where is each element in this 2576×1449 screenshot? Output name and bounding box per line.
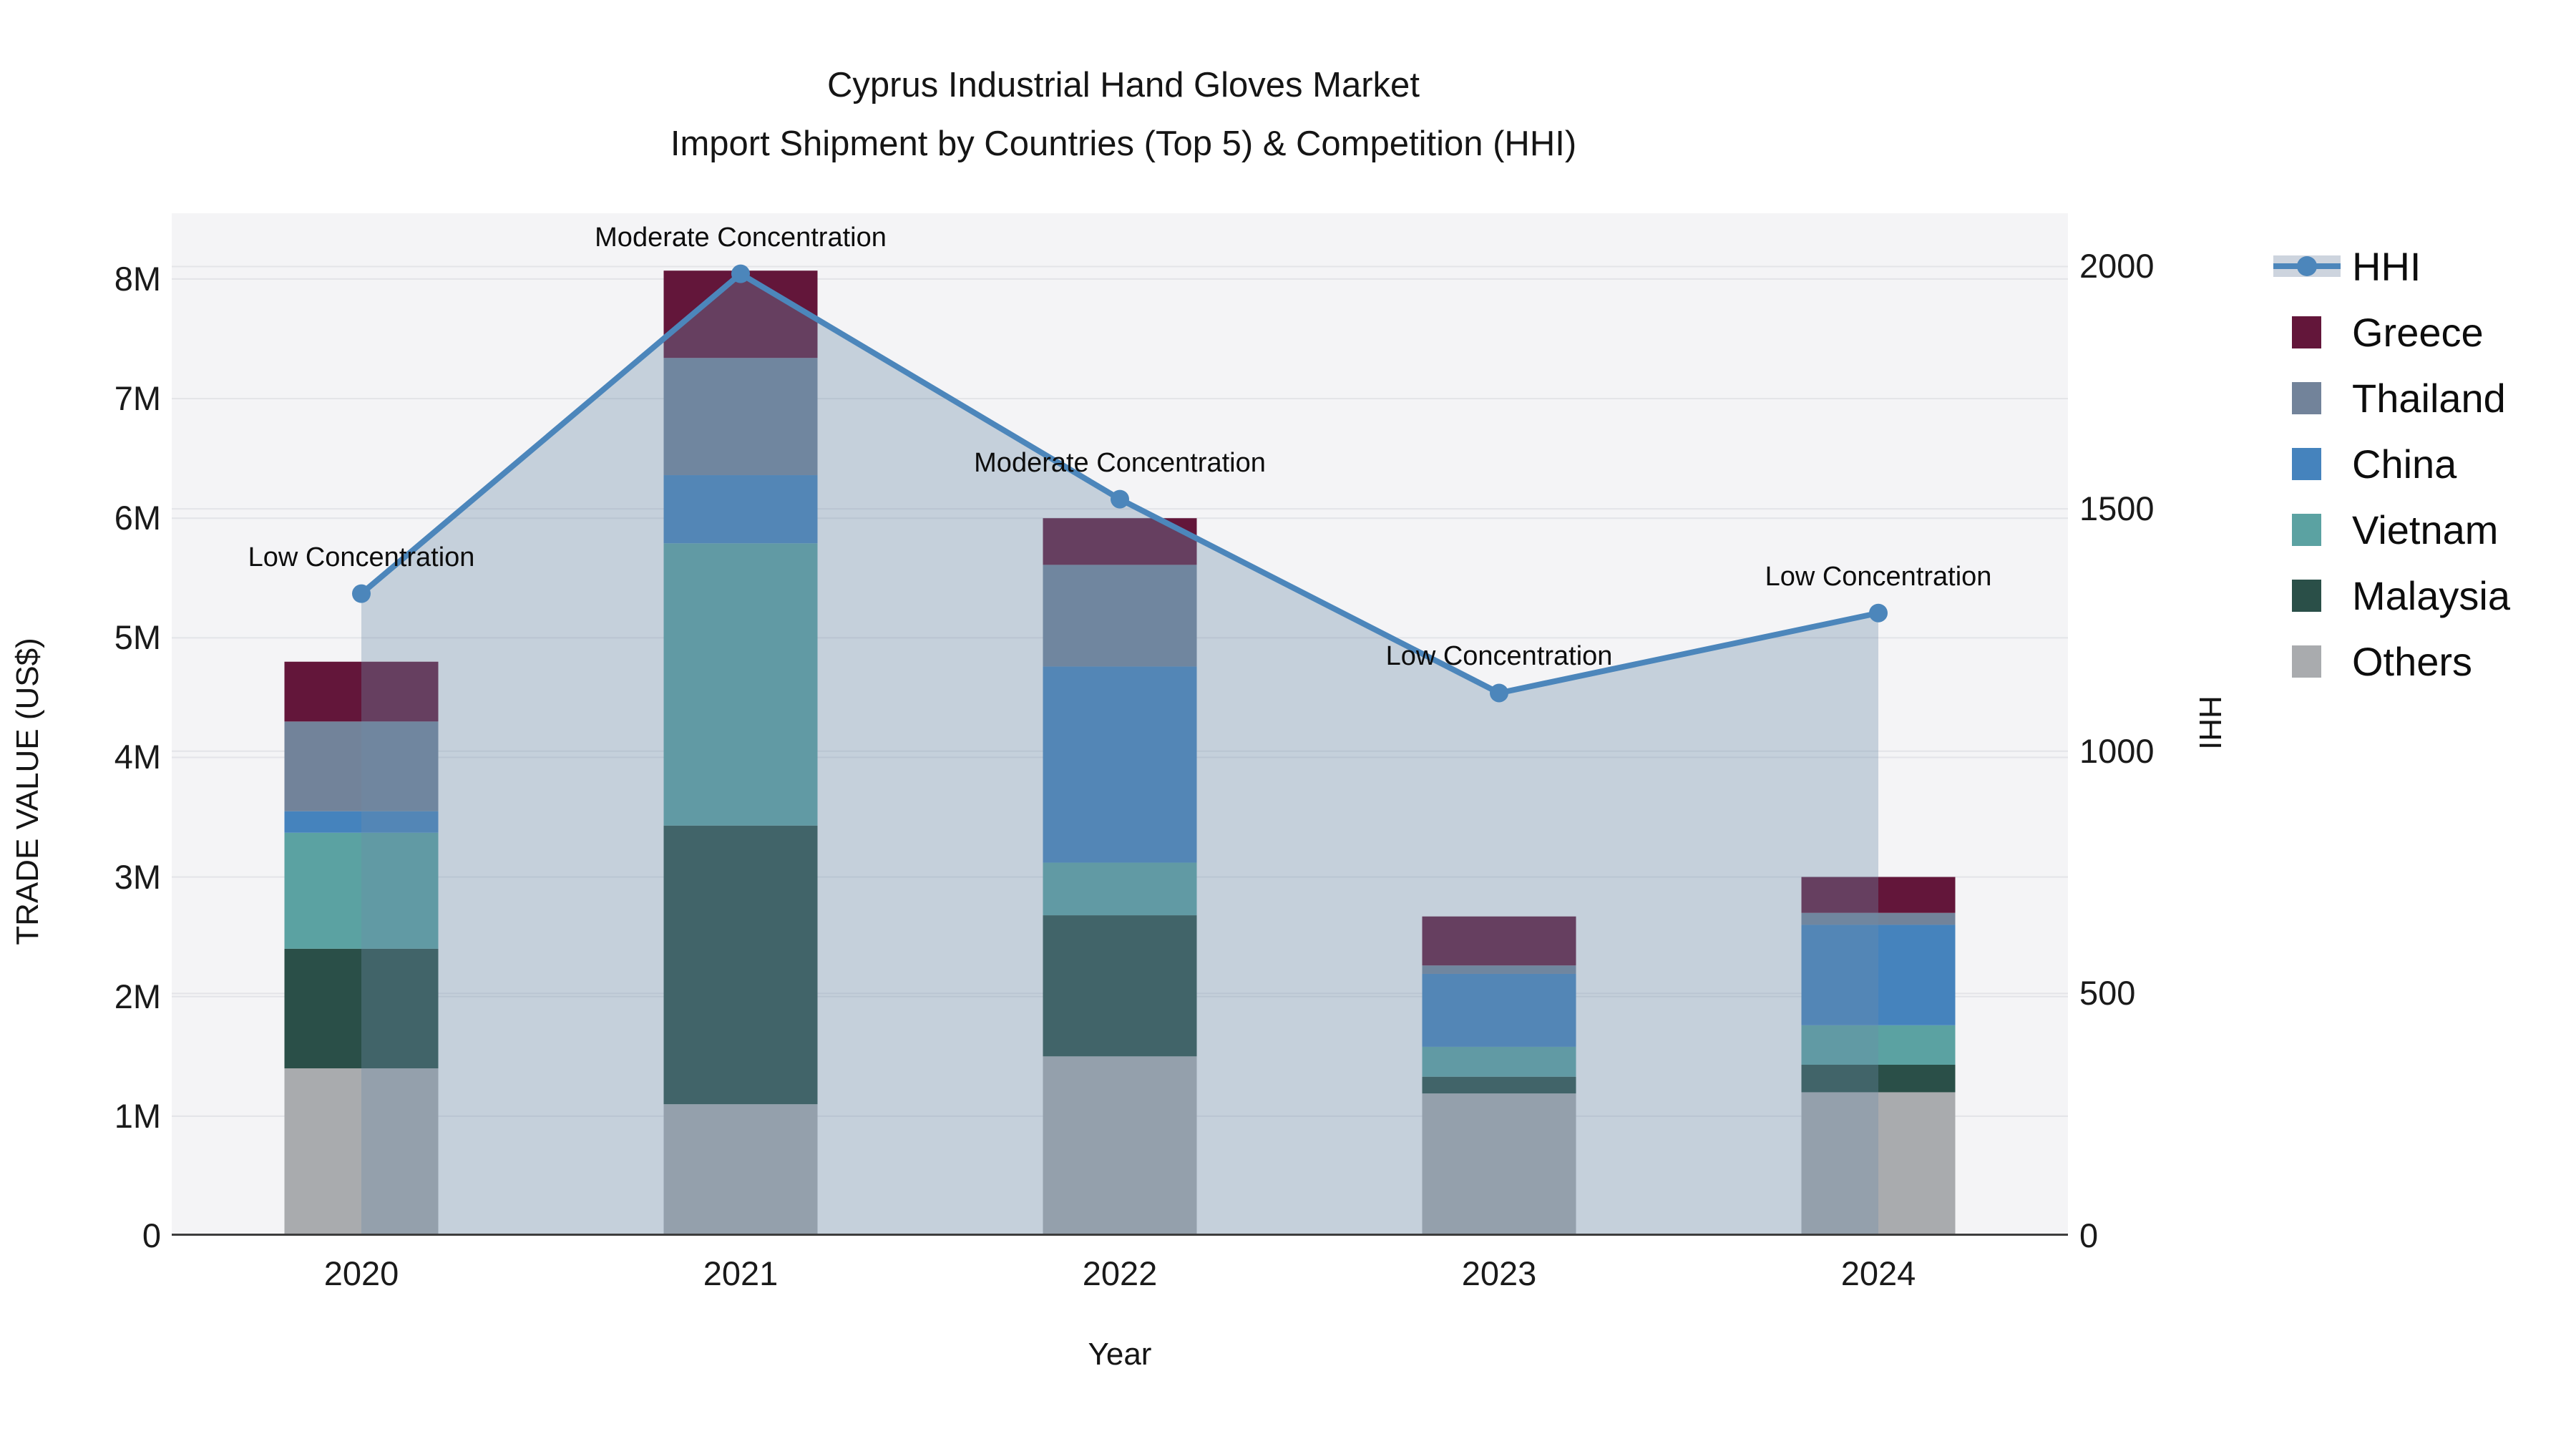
chart-title: Cyprus Industrial Hand Gloves Market Imp… xyxy=(175,56,2072,173)
annotation-2022: Moderate Concentration xyxy=(974,447,1266,478)
x-tick-2020: 2020 xyxy=(323,1254,399,1292)
hhi-marker-2020 xyxy=(352,584,371,603)
bar-segment-others-2023 xyxy=(1422,1093,1576,1236)
plot-area xyxy=(172,213,2068,1236)
hhi-marker-2023 xyxy=(1490,683,1508,703)
bar-segment-vietnam-2021 xyxy=(663,543,818,826)
bar-segment-vietnam-2023 xyxy=(1422,1046,1576,1077)
bar-segment-malaysia-2023 xyxy=(1422,1076,1576,1094)
annotation-2024: Low Concentration xyxy=(1765,561,1992,592)
bar-segment-vietnam-2022 xyxy=(1043,862,1197,916)
left-tick-8M: 8M xyxy=(114,259,161,298)
left-tick-1M: 1M xyxy=(114,1096,161,1135)
legend-swatch-others xyxy=(2292,645,2321,678)
left-tick-2M: 2M xyxy=(114,977,161,1015)
bar-segment-malaysia-2022 xyxy=(1043,915,1197,1057)
bar-segment-vietnam-2020 xyxy=(284,832,439,949)
left-tick-6M: 6M xyxy=(114,499,161,537)
right-tick-500: 500 xyxy=(2079,974,2136,1013)
bar-segment-greece-2023 xyxy=(1422,916,1576,966)
left-tick-4M: 4M xyxy=(114,738,161,776)
bar-segment-thailand-2020 xyxy=(284,721,439,811)
hhi-area-fill xyxy=(361,273,1878,1236)
bar-segment-china-2023 xyxy=(1422,973,1576,1047)
bar-segment-greece-2020 xyxy=(284,661,439,722)
legend-label-malaysia: Malaysia xyxy=(2352,572,2510,618)
bar-segment-china-2024 xyxy=(1801,924,1956,1025)
legend-label-thailand: Thailand xyxy=(2352,375,2506,421)
bar-segment-china-2022 xyxy=(1043,666,1197,863)
legend-label-hhi: HHI xyxy=(2352,243,2421,289)
bar-segment-others-2021 xyxy=(663,1104,818,1236)
right-tick-1500: 1500 xyxy=(2079,489,2155,528)
left-tick-7M: 7M xyxy=(114,379,161,418)
bar-segment-others-2022 xyxy=(1043,1056,1197,1236)
legend-label-others: Others xyxy=(2352,638,2473,684)
gridline-left xyxy=(172,398,2068,400)
x-tick-2024: 2024 xyxy=(1840,1254,1916,1292)
bar-segment-thailand-2022 xyxy=(1043,565,1197,667)
legend-label-china: China xyxy=(2352,441,2457,487)
legend-swatch-greece xyxy=(2292,316,2321,348)
left-tick-0: 0 xyxy=(142,1216,161,1254)
bar-segment-others-2020 xyxy=(284,1068,439,1236)
bar-segment-vietnam-2024 xyxy=(1801,1025,1956,1065)
legend-swatch-thailand xyxy=(2292,382,2321,414)
bar-segment-thailand-2021 xyxy=(663,358,818,476)
bar-segment-malaysia-2024 xyxy=(1801,1064,1956,1093)
bar-segment-china-2020 xyxy=(284,811,439,833)
hhi-marker-2021 xyxy=(731,264,750,283)
annotation-2020: Low Concentration xyxy=(248,542,475,572)
legend-hhi-marker-icon xyxy=(2297,256,2317,276)
hhi-marker-2024 xyxy=(1869,603,1888,623)
hhi-marker-2022 xyxy=(1111,489,1129,509)
annotation-2023: Low Concentration xyxy=(1385,641,1613,672)
right-tick-0: 0 xyxy=(2079,1216,2099,1254)
bar-segment-thailand-2023 xyxy=(1422,965,1576,974)
bar-segment-greece-2024 xyxy=(1801,877,1956,913)
left-tick-5M: 5M xyxy=(114,618,161,657)
chart-title-line2: Import Shipment by Countries (Top 5) & C… xyxy=(670,125,1577,163)
x-tick-2022: 2022 xyxy=(1082,1254,1158,1292)
bar-segment-china-2021 xyxy=(663,475,818,544)
left-tick-3M: 3M xyxy=(114,857,161,896)
legend-swatch-malaysia xyxy=(2292,580,2321,612)
legend-swatch-china xyxy=(2292,448,2321,480)
gridline-right xyxy=(172,265,2068,268)
bar-segment-others-2024 xyxy=(1801,1092,1956,1236)
x-tick-2021: 2021 xyxy=(703,1254,779,1292)
x-axis-spine xyxy=(172,1234,2068,1236)
bar-segment-malaysia-2020 xyxy=(284,948,439,1069)
legend-swatch-vietnam xyxy=(2292,514,2321,546)
gridline-left xyxy=(172,278,2068,280)
right-tick-2000: 2000 xyxy=(2079,247,2155,286)
x-tick-2023: 2023 xyxy=(1461,1254,1537,1292)
legend-label-vietnam: Vietnam xyxy=(2352,507,2499,552)
gridline-right xyxy=(172,508,2068,510)
legend-label-greece: Greece xyxy=(2352,309,2484,355)
annotation-2021: Moderate Concentration xyxy=(595,222,887,253)
chart-canvas xyxy=(172,264,2068,1236)
bar-segment-malaysia-2021 xyxy=(663,825,818,1105)
chart-title-line1: Cyprus Industrial Hand Gloves Market xyxy=(827,66,1420,104)
bar-segment-thailand-2024 xyxy=(1801,912,1956,925)
right-tick-1000: 1000 xyxy=(2079,731,2155,770)
x-axis-label: Year xyxy=(1088,1337,1152,1372)
